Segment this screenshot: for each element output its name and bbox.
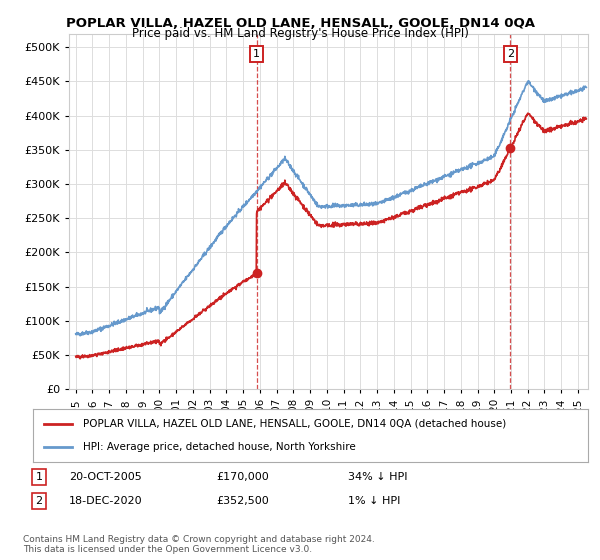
- Text: POPLAR VILLA, HAZEL OLD LANE, HENSALL, GOOLE, DN14 0QA: POPLAR VILLA, HAZEL OLD LANE, HENSALL, G…: [65, 17, 535, 30]
- Text: 20-OCT-2005: 20-OCT-2005: [69, 472, 142, 482]
- Text: HPI: Average price, detached house, North Yorkshire: HPI: Average price, detached house, Nort…: [83, 442, 356, 452]
- Text: £352,500: £352,500: [216, 496, 269, 506]
- Text: Contains HM Land Registry data © Crown copyright and database right 2024.
This d: Contains HM Land Registry data © Crown c…: [23, 535, 374, 554]
- Text: 1: 1: [35, 472, 43, 482]
- Text: 34% ↓ HPI: 34% ↓ HPI: [348, 472, 407, 482]
- Text: 1% ↓ HPI: 1% ↓ HPI: [348, 496, 400, 506]
- Text: 1: 1: [253, 49, 260, 59]
- Text: 2: 2: [35, 496, 43, 506]
- Text: 18-DEC-2020: 18-DEC-2020: [69, 496, 143, 506]
- Text: £170,000: £170,000: [216, 472, 269, 482]
- Text: 2: 2: [507, 49, 514, 59]
- Text: Price paid vs. HM Land Registry's House Price Index (HPI): Price paid vs. HM Land Registry's House …: [131, 27, 469, 40]
- Text: POPLAR VILLA, HAZEL OLD LANE, HENSALL, GOOLE, DN14 0QA (detached house): POPLAR VILLA, HAZEL OLD LANE, HENSALL, G…: [83, 419, 506, 429]
